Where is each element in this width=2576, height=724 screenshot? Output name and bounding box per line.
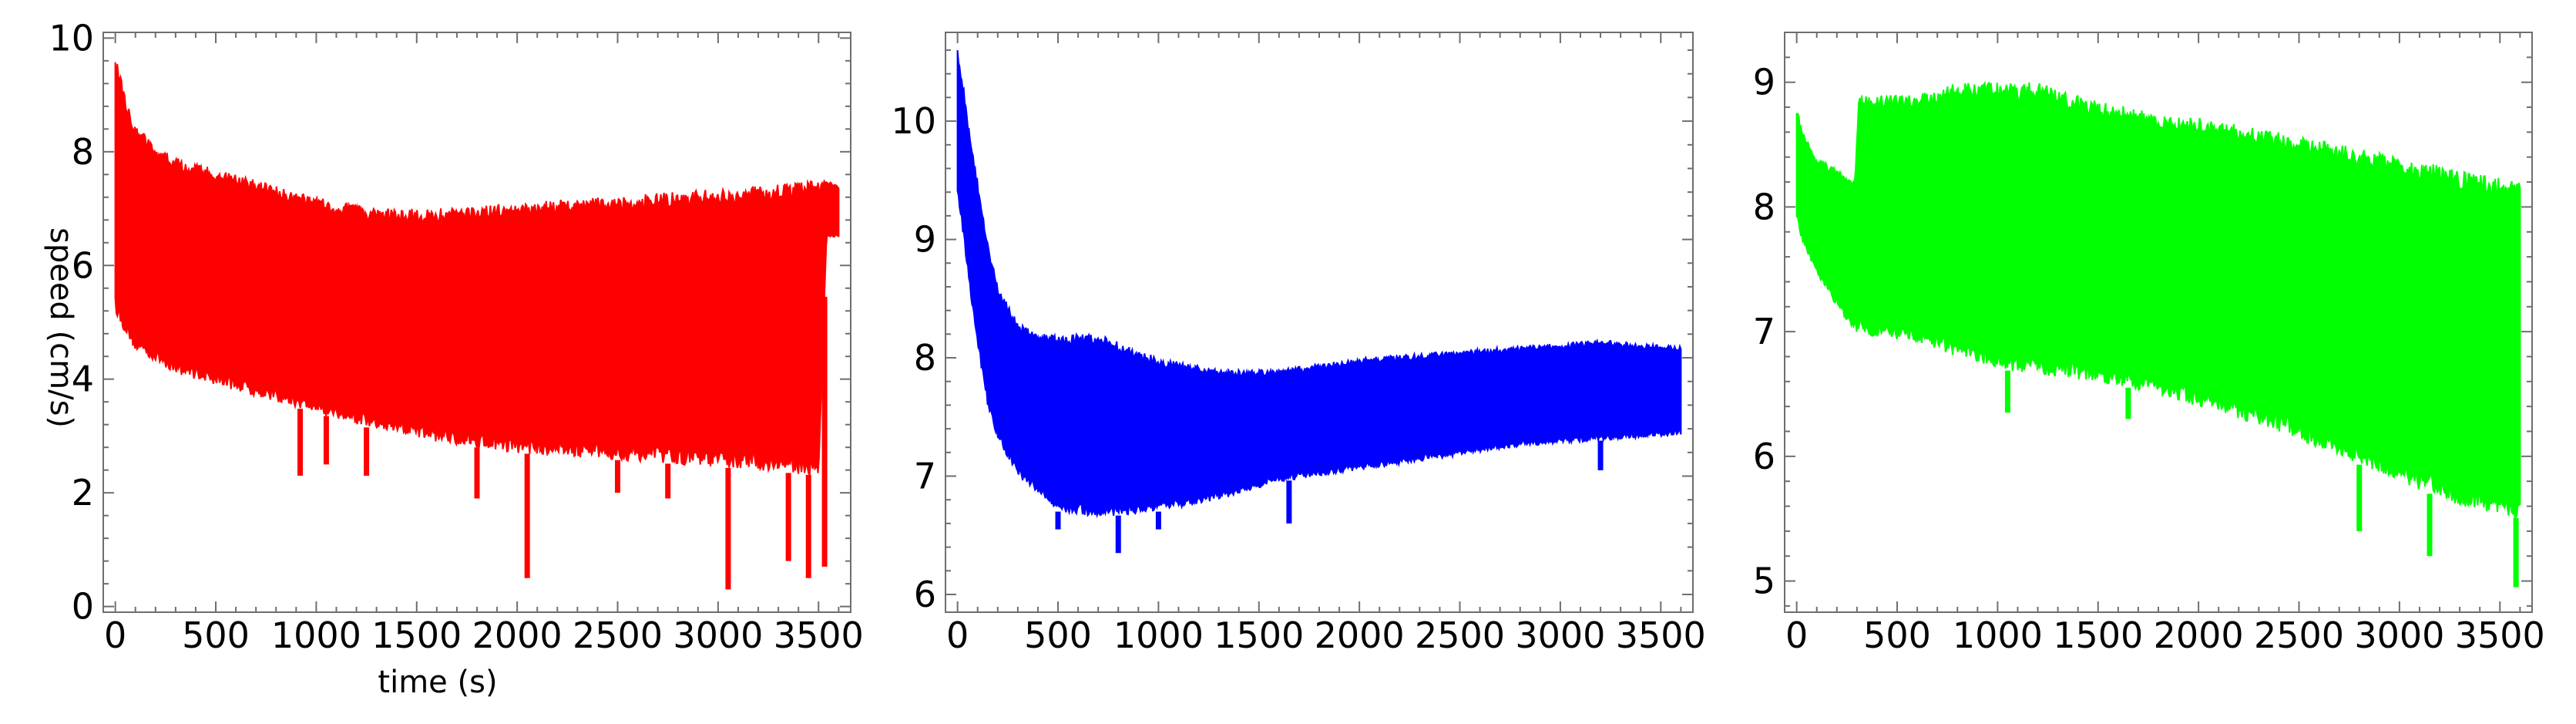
series-red — [114, 62, 840, 590]
x-tick-label: 2500 — [1415, 615, 1505, 656]
tick-marks — [945, 32, 1693, 612]
panel-speed-green: 0 500 1000 1500 2000 2500 3000 3500 5 6 7 8 9 — [1753, 32, 2545, 656]
x-tick-label: 3000 — [673, 615, 763, 656]
x-tick-label: 0 — [104, 615, 126, 656]
x-tick-label: 1000 — [1113, 615, 1204, 656]
y-axis-title: speed (cm/s) — [43, 227, 79, 428]
x-tick-label: 1500 — [1214, 615, 1304, 656]
y-tick-label: 9 — [1753, 62, 1775, 103]
x-axis-title: time (s) — [378, 665, 497, 700]
y-tick-label: 6 — [914, 574, 936, 615]
x-tick-label: 2000 — [472, 615, 563, 656]
x-tick-label: 3500 — [774, 615, 864, 656]
x-tick-label: 2500 — [2254, 615, 2344, 656]
y-tick-label: 10 — [49, 17, 94, 59]
x-tick-label: 3500 — [2455, 615, 2545, 656]
x-tick-label: 500 — [1863, 615, 1931, 656]
series-blue — [956, 50, 1682, 554]
panel-speed-red: 0 500 1000 1500 2000 2500 3000 3500 0 2 4 6 8 10 time… — [43, 17, 864, 700]
y-tick-label: 8 — [1753, 186, 1775, 227]
y-tick-label: 8 — [72, 131, 94, 173]
x-tick-label: 1500 — [371, 615, 462, 656]
x-tick-label: 2000 — [2154, 615, 2244, 656]
series-band-0 — [114, 62, 840, 476]
y-tick-label: 0 — [72, 586, 94, 628]
x-tick-label: 2000 — [1315, 615, 1405, 656]
series-green — [1795, 80, 2521, 588]
y-tick-label: 6 — [1753, 436, 1775, 477]
y-tick-label: 7 — [1753, 311, 1775, 352]
x-tick-label: 3000 — [2354, 615, 2444, 656]
series-band-0 — [1795, 80, 2521, 519]
x-tick-label: 0 — [1785, 615, 1808, 656]
x-tick-label: 500 — [1024, 615, 1092, 656]
tick-labels: 0 500 1000 1500 2000 2500 3000 3500 0 2 4 6 8 10 — [49, 17, 863, 656]
tick-labels: 0 500 1000 1500 2000 2500 3000 3500 6 7 8 9 10 — [891, 100, 1705, 656]
tick-labels: 0 500 1000 1500 2000 2500 3000 3500 5 6 7 8 9 — [1753, 62, 2545, 656]
x-tick-label: 500 — [182, 615, 250, 656]
y-tick-label: 5 — [1753, 561, 1775, 602]
y-tick-label: 7 — [914, 456, 936, 497]
x-tick-label: 1000 — [271, 615, 361, 656]
tick-marks — [1785, 32, 2532, 612]
y-tick-label: 10 — [891, 100, 936, 142]
y-tick-label: 4 — [72, 359, 94, 400]
x-tick-label: 2500 — [573, 615, 663, 656]
y-tick-label: 9 — [914, 219, 936, 261]
x-tick-label: 3500 — [1616, 615, 1706, 656]
panel-speed-blue: 0 500 1000 1500 2000 2500 3000 3500 6 7 8 9 10 — [891, 32, 1706, 656]
x-tick-label: 1000 — [1953, 615, 2043, 656]
series-band-0 — [956, 50, 1682, 519]
y-tick-label: 8 — [914, 337, 936, 379]
y-tick-label: 2 — [72, 472, 94, 514]
x-tick-label: 3000 — [1515, 615, 1605, 656]
y-tick-label: 6 — [72, 244, 94, 286]
x-tick-label: 1500 — [2053, 615, 2143, 656]
tick-marks — [103, 32, 851, 612]
x-tick-label: 0 — [946, 615, 969, 656]
